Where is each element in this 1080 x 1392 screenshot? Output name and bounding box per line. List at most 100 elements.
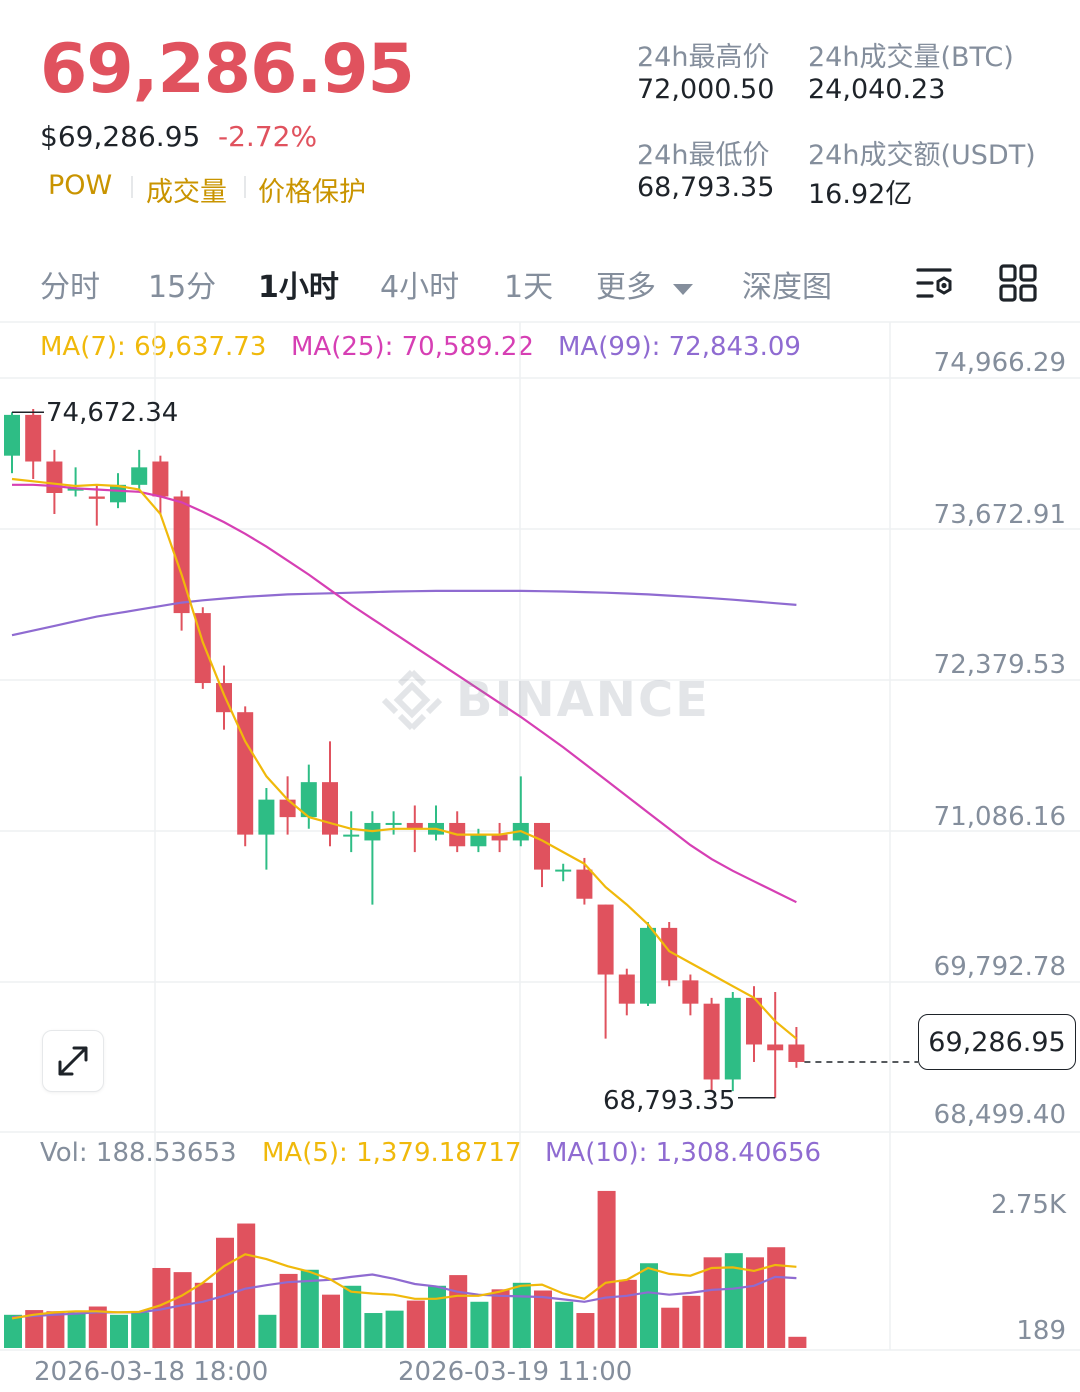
volume-bar bbox=[173, 1272, 192, 1348]
candle-body bbox=[131, 467, 148, 485]
candle-body bbox=[724, 997, 741, 1080]
ma7-legend: MA(7): 69,637.73 bbox=[40, 332, 267, 362]
volume-bar bbox=[746, 1257, 764, 1348]
candle-body bbox=[640, 927, 656, 1004]
volume-bar bbox=[576, 1313, 595, 1348]
volume-ma10-legend: MA(10): 1,308.40656 bbox=[545, 1138, 822, 1168]
volume-bar bbox=[364, 1313, 383, 1348]
low-value: 68,793.35 bbox=[637, 172, 775, 203]
price-axis-label: 72,379.53 bbox=[933, 650, 1066, 680]
volume-bar bbox=[88, 1306, 107, 1348]
volume-bar bbox=[194, 1282, 213, 1348]
tag-divider bbox=[131, 176, 133, 198]
tab-depth-chart[interactable]: 深度图 bbox=[742, 270, 832, 305]
candle-body bbox=[491, 834, 508, 841]
volume-bar bbox=[640, 1263, 658, 1348]
tab-4h[interactable]: 4小时 bbox=[380, 270, 460, 305]
candle-body bbox=[788, 1044, 805, 1062]
volume-bar bbox=[237, 1223, 256, 1348]
volume-bar bbox=[216, 1237, 234, 1348]
volume-bar bbox=[25, 1310, 44, 1348]
candle-body bbox=[555, 869, 572, 872]
tab-time-sharing[interactable]: 分时 bbox=[40, 270, 100, 305]
volume-bar bbox=[534, 1290, 552, 1348]
candle-body bbox=[152, 461, 169, 497]
settings-icon bbox=[916, 268, 952, 298]
price-axis-label: 74,966.29 bbox=[933, 348, 1066, 378]
volume-bar bbox=[767, 1247, 786, 1348]
price-axis-label: 73,672.91 bbox=[933, 500, 1066, 530]
candle-body bbox=[661, 927, 678, 981]
turnover-usdt-label: 24h成交额(USDT) bbox=[808, 140, 1036, 171]
candle-body bbox=[385, 822, 402, 825]
volume-ma5-line bbox=[11, 1253, 797, 1320]
tag-volume[interactable]: 成交量 bbox=[146, 177, 227, 208]
candle-body bbox=[4, 414, 20, 456]
volume-bar bbox=[703, 1257, 722, 1348]
volume-legend: Vol: 188.53653 bbox=[40, 1138, 237, 1168]
tab-1h[interactable]: 1小时 bbox=[258, 270, 339, 305]
candle-body bbox=[470, 834, 487, 847]
volume-bar bbox=[788, 1336, 807, 1348]
volume-bar bbox=[131, 1312, 150, 1348]
date-axis-label: 2026-03-19 11:00 bbox=[398, 1357, 633, 1387]
volume-bar bbox=[343, 1285, 362, 1348]
indicator-settings-button[interactable] bbox=[910, 262, 960, 306]
high-marker-label: 74,672.34 bbox=[46, 398, 179, 428]
candle-body bbox=[534, 822, 550, 870]
volume-btc-value: 24,040.23 bbox=[808, 74, 946, 105]
tab-more-label: 更多 bbox=[596, 270, 656, 305]
candle-body bbox=[258, 799, 275, 835]
binance-logo-icon bbox=[381, 669, 443, 731]
price-change-percent: -2.72% bbox=[218, 120, 318, 153]
price-axis-label: 71,086.16 bbox=[933, 802, 1066, 832]
candle-body bbox=[618, 974, 635, 1004]
candle-body bbox=[25, 414, 42, 462]
ma99-legend: MA(99): 72,843.09 bbox=[558, 332, 801, 362]
volume-bar bbox=[491, 1289, 510, 1348]
tag-price-protection[interactable]: 价格保护 bbox=[258, 177, 366, 208]
candle-body bbox=[597, 904, 614, 975]
candle-body bbox=[46, 461, 63, 493]
candle-body bbox=[576, 869, 593, 899]
tag-pow[interactable]: POW bbox=[48, 170, 113, 201]
grid-icon bbox=[999, 264, 1037, 302]
volume-bar bbox=[67, 1312, 86, 1348]
volume-bar bbox=[46, 1311, 65, 1348]
candle-body bbox=[406, 822, 423, 829]
date-axis-label: 2026-03-18 18:00 bbox=[34, 1357, 269, 1387]
candle-body bbox=[67, 488, 84, 491]
candle-body bbox=[88, 496, 105, 499]
volume-btc-label: 24h成交量(BTC) bbox=[808, 42, 1014, 73]
candle-body bbox=[343, 834, 360, 837]
volume-bar bbox=[406, 1300, 425, 1348]
fullscreen-button[interactable] bbox=[42, 1030, 104, 1092]
volume-bar bbox=[322, 1294, 340, 1348]
ma7-line bbox=[11, 477, 798, 1040]
tag-divider bbox=[244, 176, 246, 198]
volume-bar bbox=[682, 1295, 701, 1348]
low-label: 24h最低价 bbox=[637, 140, 770, 171]
caret-down-icon bbox=[672, 283, 693, 295]
candle-body bbox=[746, 997, 762, 1045]
volume-bar bbox=[597, 1190, 616, 1348]
current-price-tag: 69,286.95 bbox=[918, 1014, 1076, 1070]
candle-body bbox=[682, 980, 699, 1004]
tab-1d[interactable]: 1天 bbox=[504, 270, 554, 305]
volume-bar bbox=[724, 1253, 743, 1348]
volume-bar bbox=[110, 1314, 128, 1348]
price-axis-label: 68,499.40 bbox=[933, 1100, 1066, 1130]
expand-icon bbox=[58, 1046, 88, 1076]
high-label: 24h最高价 bbox=[637, 42, 770, 73]
tab-15m[interactable]: 15分 bbox=[148, 270, 217, 305]
tab-more[interactable]: 更多 bbox=[596, 262, 694, 306]
layout-button[interactable] bbox=[995, 262, 1041, 304]
binance-watermark: BINANCE bbox=[380, 668, 710, 732]
volume-bar bbox=[258, 1314, 277, 1348]
volume-ma10-line bbox=[11, 1273, 797, 1319]
candle-body bbox=[767, 1044, 784, 1051]
volume-bar bbox=[279, 1273, 298, 1348]
candle-body bbox=[279, 799, 296, 818]
candle-body bbox=[703, 1003, 720, 1080]
